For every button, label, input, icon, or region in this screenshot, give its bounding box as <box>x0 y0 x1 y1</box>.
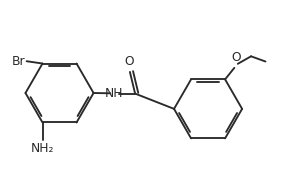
Text: O: O <box>124 55 134 68</box>
Text: Br: Br <box>12 55 25 68</box>
Text: O: O <box>231 51 241 64</box>
Text: NH: NH <box>105 87 124 100</box>
Text: NH₂: NH₂ <box>31 142 54 155</box>
